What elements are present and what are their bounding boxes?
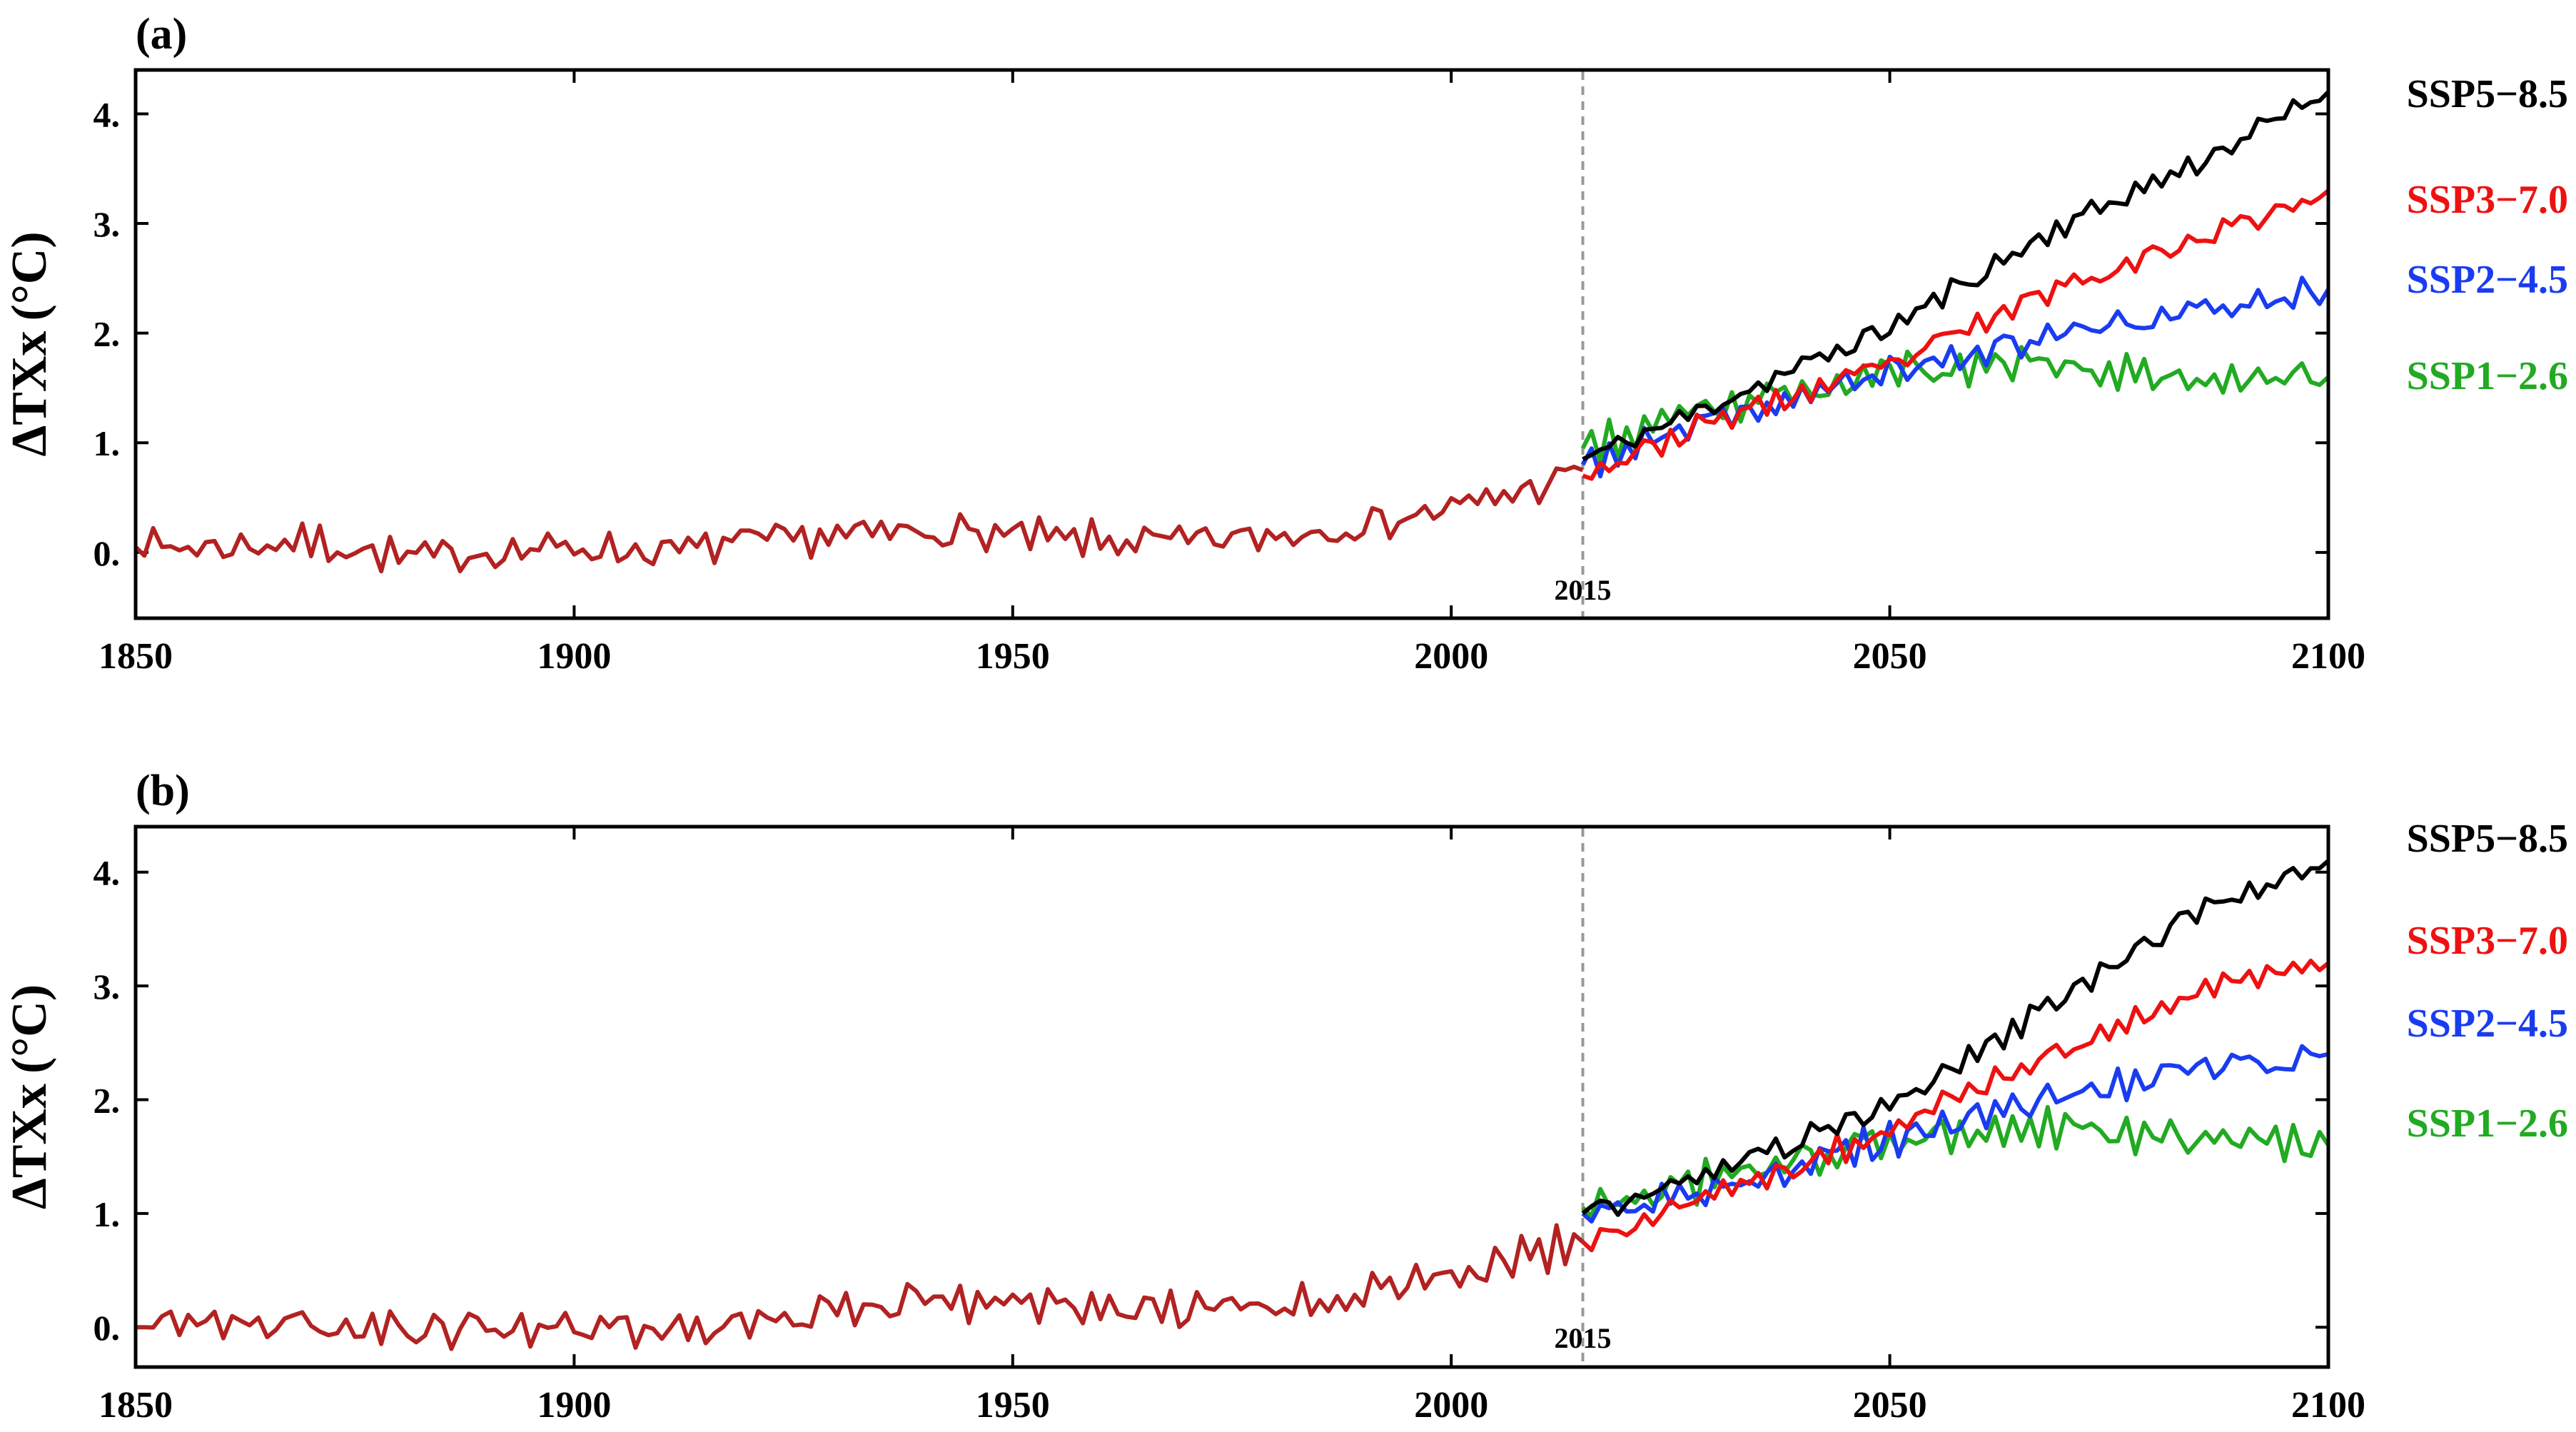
legend-label: SSP2−4.5 (2407, 258, 2568, 302)
divider-2015-label: 2015 (1555, 574, 1612, 606)
x-tick-label: 2100 (2291, 1385, 2365, 1426)
y-axis-label: ΔTXx(°C) (2, 231, 57, 456)
legend-label: SSP5−8.5 (2407, 817, 2568, 861)
x-tick-label: 1850 (99, 636, 173, 677)
series-ssp126 (1581, 1104, 2330, 1219)
panel-label: (a) (136, 10, 187, 59)
x-tick-label: 1900 (537, 1385, 611, 1426)
y-axis-label: ΔTXx(°C) (2, 984, 57, 1209)
x-tick-label: 2050 (1853, 1385, 1927, 1426)
legend-label: SSP1−2.6 (2407, 1101, 2568, 1146)
panel-label: (b) (136, 767, 190, 815)
plot-frame (133, 68, 2330, 620)
x-tick-label: 1950 (976, 1385, 1050, 1426)
series-ssp370 (1582, 188, 2330, 481)
series-historical (135, 1223, 1585, 1351)
x-tick-label: 1900 (537, 636, 611, 677)
y-tick-label: 0. (94, 1308, 121, 1348)
x-tick-label: 2000 (1414, 1385, 1488, 1426)
series-ssp126 (1580, 345, 2330, 464)
legend-label: SSP5−8.5 (2407, 72, 2568, 116)
series-ssp245 (1581, 1044, 2329, 1224)
x-tick-label: 2100 (2291, 636, 2365, 677)
y-tick-label: 4. (94, 853, 121, 893)
y-tick-label: 4. (94, 94, 121, 134)
x-tick-label: 2050 (1853, 636, 1927, 677)
panel-a: (a) ΔTXx(°C) 0. 1. 2. 3. 4. 1850 1900 1950 2000 205… (2, 10, 2568, 677)
legend-label: SSP3−7.0 (2407, 919, 2568, 963)
series-ssp370 (1581, 958, 2330, 1253)
x-tick-label: 1950 (976, 636, 1050, 677)
series-ssp245 (1580, 276, 2330, 479)
legend-label: SSP2−4.5 (2407, 1002, 2568, 1046)
divider-2015-label: 2015 (1555, 1322, 1612, 1354)
y-tick-label: 1. (94, 423, 121, 463)
y-tick-label: 2. (94, 1080, 121, 1120)
series-historical (133, 464, 1584, 574)
plot-frame (133, 825, 2330, 1369)
legend-label: SSP3−7.0 (2407, 178, 2568, 222)
panel-b: (b) ΔTXx(°C) 0. 1. 2. 3. 4. 1850 1900 1950 2000 205… (2, 767, 2568, 1426)
y-tick-label: 0. (94, 533, 121, 573)
y-tick-label: 3. (94, 967, 121, 1007)
series-ssp585 (1582, 90, 2330, 461)
y-tick-label: 3. (94, 204, 121, 244)
y-tick-label: 1. (94, 1194, 121, 1234)
series-ssp585 (1581, 859, 2330, 1217)
x-tick-label: 1850 (99, 1385, 173, 1426)
x-tick-label: 2000 (1414, 636, 1488, 677)
y-tick-label: 2. (94, 314, 121, 354)
legend-label: SSP1−2.6 (2407, 354, 2568, 398)
